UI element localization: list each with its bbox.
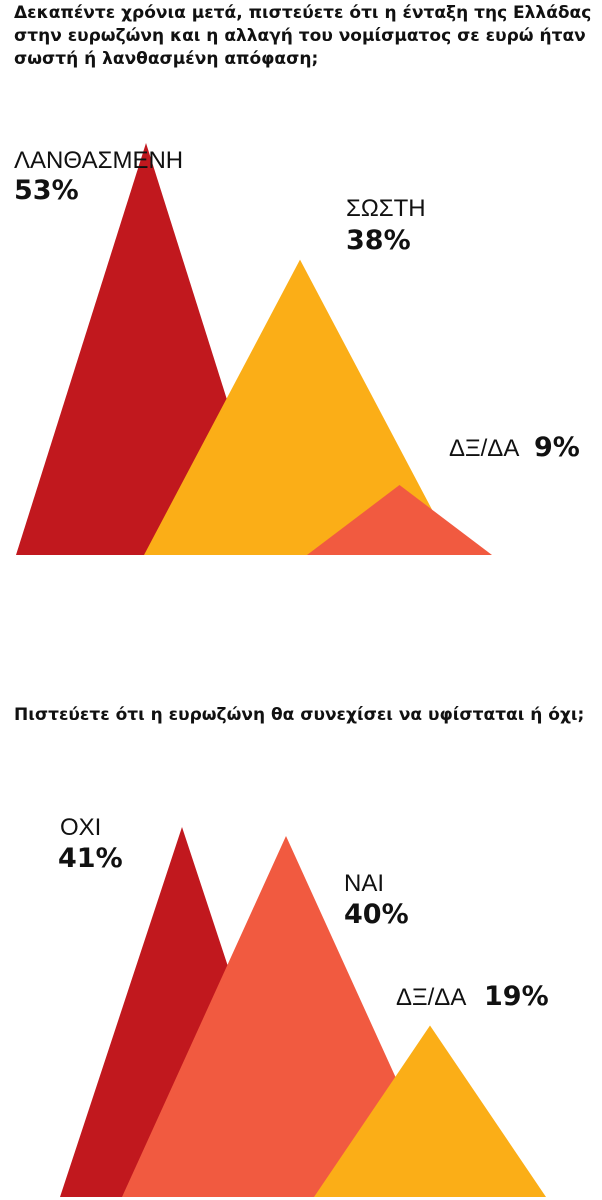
question-1-title: Δεκαπέντε χρόνια μετά, πιστεύετε ότι η έ… [14, 3, 592, 69]
triangle-sosti [144, 259, 456, 555]
question-2-title: Πιστεύετε ότι η ευρωζώνη θα συνεχίσει να… [14, 705, 585, 725]
value-label-nai: 40% [344, 899, 409, 930]
value-label-dk-na: 19% [484, 981, 549, 1012]
category-label-ochi: ΟΧΙ [60, 814, 101, 841]
triangle-chart-eurozone-future: ΟΧΙ 41% ΝΑΙ 40% ΔΞ/ΔΑ 19% [58, 814, 549, 1197]
category-label-lanthasmeni: ΛΑΝΘΑΣΜΕΝΗ [14, 147, 183, 174]
value-label-lanthasmeni: 53% [14, 175, 79, 206]
value-label-dk-na: 9% [534, 432, 580, 463]
triangle-chart-eurozone-decision: ΛΑΝΘΑΣΜΕΝΗ 53% ΣΩΣΤΗ 38% ΔΞ/ΔΑ 9% [14, 143, 580, 555]
triangle-dk-na [314, 1025, 546, 1197]
triangle-dk-na [307, 485, 492, 555]
category-label-sosti: ΣΩΣΤΗ [346, 195, 426, 222]
category-label-dk-na: ΔΞ/ΔΑ [396, 984, 466, 1011]
triangle-nai [122, 836, 450, 1197]
category-label-nai: ΝΑΙ [344, 870, 384, 897]
value-label-ochi: 41% [58, 843, 123, 874]
category-label-dk-na: ΔΞ/ΔΑ [449, 435, 519, 462]
value-label-sosti: 38% [346, 225, 411, 256]
